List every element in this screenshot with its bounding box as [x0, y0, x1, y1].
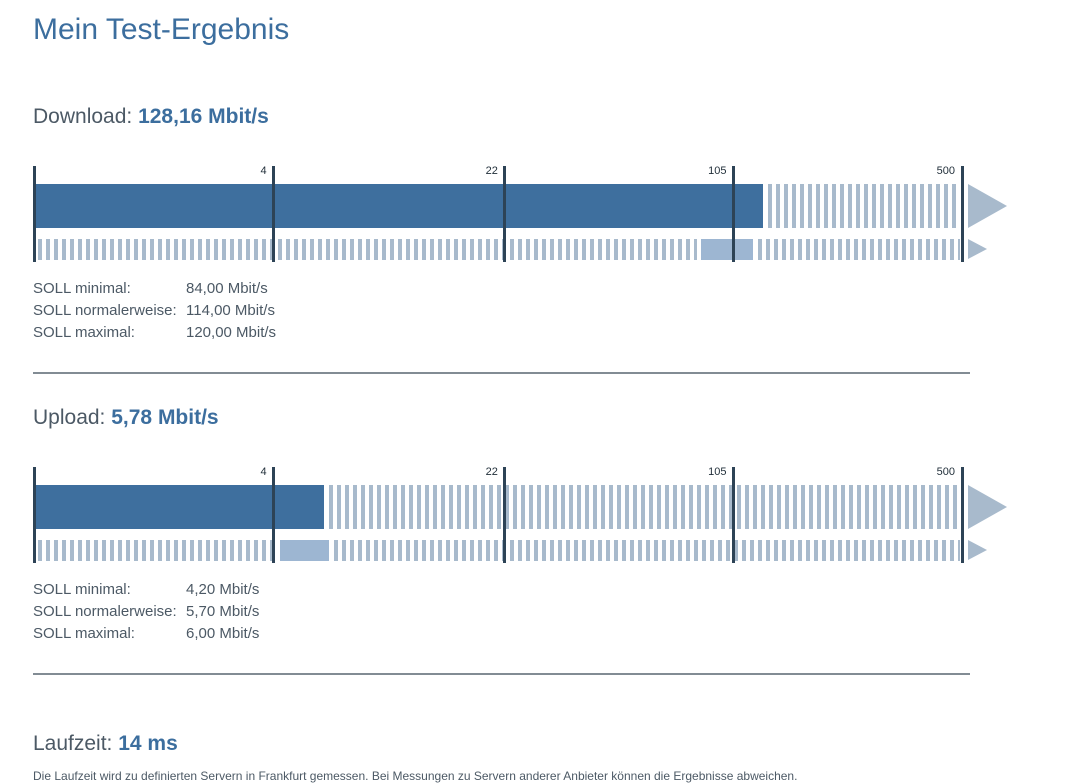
download-label: Download: — [33, 105, 133, 128]
download-soll-table: SOLL minimal: 84,00 Mbit/s SOLL normaler… — [33, 278, 1069, 344]
axis-tick-label: 22 — [485, 165, 498, 177]
target-range-bar — [33, 239, 962, 260]
soll-row: SOLL minimal: 4,20 Mbit/s — [33, 579, 1069, 601]
soll-label: SOLL normalerweise: — [33, 603, 177, 620]
upload-soll-table: SOLL minimal: 4,20 Mbit/s SOLL normalerw… — [33, 579, 1069, 645]
latency-value: 14 ms — [118, 732, 178, 755]
expected-range-segment — [276, 540, 333, 561]
axis-left-line — [33, 166, 36, 262]
measured-bar-stripes — [328, 485, 960, 529]
soll-value: 6,00 Mbit/s — [186, 625, 260, 642]
soll-value: 5,70 Mbit/s — [186, 603, 260, 620]
soll-label: SOLL minimal: — [33, 581, 131, 598]
soll-value: 114,00 Mbit/s — [186, 302, 275, 319]
measured-bar-fill — [33, 184, 763, 228]
soll-row: SOLL normalerweise: 114,00 Mbit/s — [33, 300, 1069, 322]
section-divider — [33, 673, 970, 675]
arrow-right-small-icon — [968, 540, 987, 560]
target-range-stripes — [38, 239, 960, 260]
expected-range-segment — [696, 239, 757, 260]
soll-row: SOLL maximal: 120,00 Mbit/s — [33, 322, 1069, 344]
download-section: Download: 128,16 Mbit/s 4 22 105 500 SOLL m… — [33, 105, 1069, 344]
measured-bar — [33, 485, 962, 529]
soll-label: SOLL normalerweise: — [33, 302, 177, 319]
target-range-bar — [33, 540, 962, 561]
soll-label: SOLL minimal: — [33, 280, 131, 297]
arrow-right-small-icon — [968, 239, 987, 259]
soll-label: SOLL maximal: — [33, 625, 135, 642]
axis-tick-label: 500 — [936, 466, 955, 478]
upload-value: 5,78 Mbit/s — [111, 406, 219, 429]
download-heading: Download: 128,16 Mbit/s — [33, 105, 1069, 129]
soll-value: 120,00 Mbit/s — [186, 324, 277, 341]
latency-section: Laufzeit: 14 ms Die Laufzeit wird zu def… — [33, 732, 1069, 784]
soll-value: 84,00 Mbit/s — [186, 280, 268, 297]
arrow-right-icon — [968, 485, 1007, 529]
axis-tick-label: 105 — [708, 466, 727, 478]
axis-tick-label: 500 — [936, 165, 955, 177]
section-divider — [33, 372, 970, 374]
axis-left-line — [33, 467, 36, 563]
measured-bar — [33, 184, 962, 228]
upload-label: Upload: — [33, 406, 106, 429]
axis-tick-label: 4 — [260, 165, 267, 177]
arrow-right-icon — [968, 184, 1007, 228]
axis-tick-label: 22 — [485, 466, 498, 478]
latency-label: Laufzeit: — [33, 732, 113, 755]
soll-label: SOLL maximal: — [33, 324, 135, 341]
soll-row: SOLL maximal: 6,00 Mbit/s — [33, 623, 1069, 645]
target-range-stripes — [38, 540, 960, 561]
upload-chart: 4 22 105 500 — [33, 463, 1007, 563]
download-chart: 4 22 105 500 — [33, 162, 1007, 262]
soll-value: 4,20 Mbit/s — [186, 581, 260, 598]
page-title: Mein Test-Ergebnis — [33, 13, 290, 46]
soll-row: SOLL normalerweise: 5,70 Mbit/s — [33, 601, 1069, 623]
axis-tick-label: 105 — [708, 165, 727, 177]
download-value: 128,16 Mbit/s — [138, 105, 269, 128]
measured-bar-fill — [33, 485, 324, 529]
upload-heading: Upload: 5,78 Mbit/s — [33, 406, 1069, 430]
upload-section: Upload: 5,78 Mbit/s 4 22 105 500 SOLL minim… — [33, 406, 1069, 645]
measured-bar-stripes — [767, 184, 960, 228]
soll-row: SOLL minimal: 84,00 Mbit/s — [33, 278, 1069, 300]
axis-tick-label: 4 — [260, 466, 267, 478]
latency-heading: Laufzeit: 14 ms — [33, 732, 1069, 756]
